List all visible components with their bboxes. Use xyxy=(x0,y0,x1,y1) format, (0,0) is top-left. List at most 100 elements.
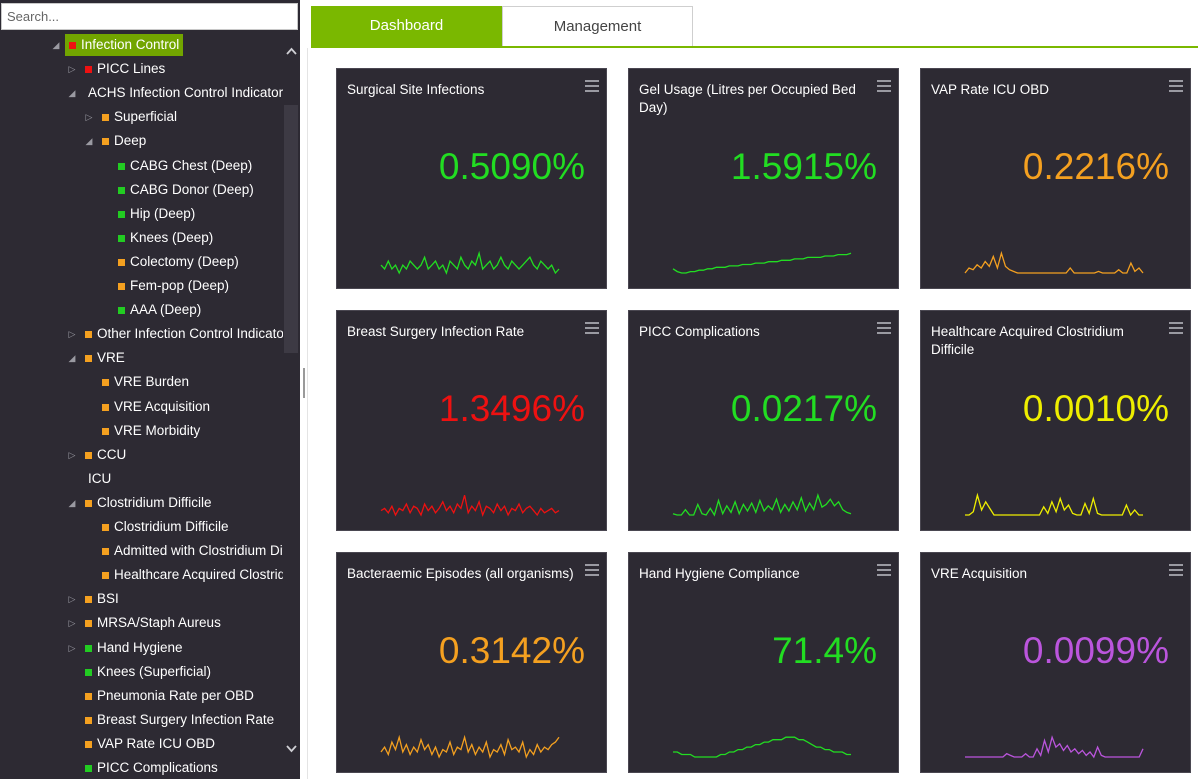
tree-item[interactable]: Knees (Deep) xyxy=(114,227,213,249)
trend-line xyxy=(965,492,1143,517)
tree-item[interactable]: CABG Chest (Deep) xyxy=(114,155,252,177)
tree-item[interactable]: Knees (Superficial) xyxy=(81,661,211,683)
tree-item[interactable]: ◢ VRE xyxy=(69,347,125,369)
expanded-arrow-icon[interactable]: ◢ xyxy=(85,136,93,146)
collapsed-arrow-icon[interactable]: ▷ xyxy=(68,594,76,604)
tree-item[interactable]: Fem-pop (Deep) xyxy=(114,275,229,297)
tree-item[interactable]: Colectomy (Deep) xyxy=(114,251,239,273)
kpi-card[interactable]: Breast Surgery Infection Rate 1.3496% xyxy=(336,310,607,531)
tree-item[interactable]: VRE Burden xyxy=(98,371,189,393)
tree-item-label: Healthcare Acquired Clostridium Difficil… xyxy=(114,567,283,582)
collapsed-arrow-icon[interactable]: ▷ xyxy=(68,329,76,339)
card-title: Hand Hygiene Compliance xyxy=(639,566,800,581)
scroll-down-icon[interactable] xyxy=(283,740,300,757)
hamburger-menu-icon[interactable] xyxy=(1169,322,1183,334)
tree-item[interactable]: ▷ CCU xyxy=(69,444,127,466)
kpi-card[interactable]: Healthcare Acquired Clostridium Difficil… xyxy=(920,310,1191,531)
hamburger-menu-icon[interactable] xyxy=(877,564,891,576)
expanded-arrow-icon[interactable]: ◢ xyxy=(68,88,76,98)
tab-dashboard[interactable]: Dashboard xyxy=(311,6,502,46)
tree-scrollbar[interactable] xyxy=(283,33,300,779)
tree-item[interactable]: ▷ Superficial xyxy=(86,106,178,128)
hamburger-menu-icon[interactable] xyxy=(1169,564,1183,576)
tree-item-label: VRE xyxy=(97,350,125,365)
trend-sparkline xyxy=(965,492,1143,517)
status-red-icon xyxy=(69,41,76,49)
kpi-card[interactable]: VAP Rate ICU OBD 0.2216% xyxy=(920,68,1191,289)
tree-item[interactable]: Clostridium Difficile xyxy=(98,516,229,538)
collapsed-arrow-icon[interactable]: ▷ xyxy=(85,112,93,122)
status-orange-icon xyxy=(102,427,109,435)
scroll-thumb[interactable] xyxy=(284,105,298,353)
tree-item[interactable]: Breast Surgery Infection Rate xyxy=(81,709,274,731)
hamburger-menu-icon[interactable] xyxy=(1169,80,1183,92)
kpi-card[interactable]: Bacteraemic Episodes (all organisms) 0.31… xyxy=(336,552,607,773)
tree-item[interactable]: AAA (Deep) xyxy=(114,299,201,321)
tree-item[interactable]: VRE Morbidity xyxy=(98,420,200,442)
tree-item[interactable]: CABG Donor (Deep) xyxy=(114,179,254,201)
trend-sparkline xyxy=(964,250,1144,274)
status-green-icon xyxy=(85,764,92,772)
search-input[interactable] xyxy=(1,3,298,30)
card-title: Gel Usage (Litres per Occupied Bed Day) xyxy=(639,82,856,115)
collapsed-arrow-icon[interactable]: ▷ xyxy=(68,64,76,74)
status-orange-icon xyxy=(85,330,92,338)
tree-item[interactable]: ▷ Other Infection Control Indicators xyxy=(69,323,283,345)
tree-item[interactable]: ◢ Infection Control xyxy=(53,34,184,56)
trend-line xyxy=(380,495,560,518)
expanded-arrow-icon[interactable]: ◢ xyxy=(68,498,76,508)
card-value: 0.5090% xyxy=(438,146,585,187)
tab-management[interactable]: Management xyxy=(502,6,693,46)
kpi-card[interactable]: Gel Usage (Litres per Occupied Bed Day) 1… xyxy=(628,68,899,289)
card-value: 71.4% xyxy=(772,630,877,671)
status-orange-icon xyxy=(102,378,109,386)
tree-item[interactable]: ◢ Deep xyxy=(86,130,147,152)
tree-item-label: AAA (Deep) xyxy=(130,302,202,317)
tree-item[interactable]: ◢ ACHS Infection Control Indicators xyxy=(69,82,283,104)
hamburger-menu-icon[interactable] xyxy=(585,80,599,92)
tree-item[interactable]: PICC Complications xyxy=(81,757,218,779)
tree-item[interactable]: Admitted with Clostridium Difficile xyxy=(98,540,283,562)
status-orange-icon xyxy=(102,547,109,555)
status-green-icon xyxy=(118,162,125,170)
tree-item-label: Knees (Deep) xyxy=(130,230,214,245)
status-orange-icon xyxy=(85,595,92,603)
status-orange-icon xyxy=(118,282,125,290)
kpi-card[interactable]: VRE Acquisition 0.0099% xyxy=(920,552,1191,773)
panel-splitter[interactable] xyxy=(300,0,309,779)
tree-item[interactable]: Healthcare Acquired Clostridium Difficil… xyxy=(98,564,283,586)
tree-item-label: PICC Lines xyxy=(97,61,166,76)
tree-item-label: ICU xyxy=(88,471,112,486)
tree-item-label: Colectomy (Deep) xyxy=(130,254,239,269)
collapsed-arrow-icon[interactable]: ▷ xyxy=(68,643,76,653)
trend-line xyxy=(380,734,560,759)
collapsed-arrow-icon[interactable]: ▷ xyxy=(68,618,76,628)
kpi-card[interactable]: PICC Complications 0.0217% xyxy=(628,310,899,531)
kpi-card[interactable]: Hand Hygiene Compliance 71.4% xyxy=(628,552,899,773)
tree-item[interactable]: ▷ MRSA/Staph Aureus xyxy=(69,612,221,634)
expanded-arrow-icon[interactable]: ◢ xyxy=(68,353,76,363)
tree-item[interactable]: VAP Rate ICU OBD xyxy=(81,733,215,755)
tree-item[interactable]: Hip (Deep) xyxy=(114,203,195,225)
splitter-grip-icon[interactable] xyxy=(303,368,305,398)
hamburger-menu-icon[interactable] xyxy=(877,322,891,334)
scroll-up-icon[interactable] xyxy=(283,43,300,60)
kpi-card[interactable]: Surgical Site Infections 0.5090% xyxy=(336,68,607,289)
trend-sparkline xyxy=(380,495,560,518)
trend-sparkline xyxy=(672,252,852,274)
tree-item[interactable]: ▷ PICC Lines xyxy=(69,58,166,80)
tree-item[interactable]: ▷ BSI xyxy=(69,588,119,610)
tree-item[interactable]: ◢ Clostridium Difficile xyxy=(69,492,212,514)
status-green-icon xyxy=(118,234,125,242)
hamburger-menu-icon[interactable] xyxy=(585,322,599,334)
tree-item[interactable]: Pneumonia Rate per OBD xyxy=(81,685,254,707)
hamburger-menu-icon[interactable] xyxy=(585,564,599,576)
collapsed-arrow-icon[interactable]: ▷ xyxy=(68,450,76,460)
expanded-arrow-icon[interactable]: ◢ xyxy=(52,40,60,50)
tree-item[interactable]: ICU xyxy=(81,468,111,490)
tree-item[interactable]: VRE Acquisition xyxy=(98,396,210,418)
card-value: 0.0010% xyxy=(1022,388,1169,429)
hamburger-menu-icon[interactable] xyxy=(877,80,891,92)
card-value: 1.3496% xyxy=(438,388,585,429)
tree-item[interactable]: ▷ Hand Hygiene xyxy=(69,637,183,659)
